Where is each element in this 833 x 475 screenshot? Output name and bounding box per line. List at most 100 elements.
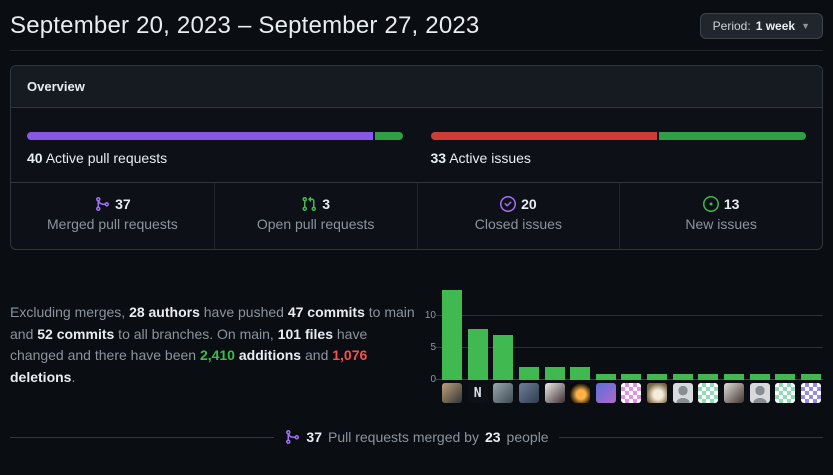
pull-requests-progress-bar — [27, 132, 403, 140]
pulse-page: September 20, 2023 – September 27, 2023 … — [10, 0, 824, 445]
issue-opened-icon — [702, 196, 719, 212]
open-pull-requests-label: Open pull requests — [256, 216, 375, 232]
commits-bar — [800, 373, 821, 380]
page-header: September 20, 2023 – September 27, 2023 … — [10, 12, 823, 51]
author-avatar[interactable] — [724, 383, 745, 403]
summary-segment: additions — [238, 347, 302, 363]
divider-line-left — [10, 436, 275, 438]
git-pull-request-icon — [302, 196, 317, 212]
commits-bar — [518, 367, 539, 380]
main-row: Excluding merges, 28 authors have pushed… — [10, 280, 823, 403]
y-axis-tick-label: 10 — [424, 309, 436, 321]
stats-row: 37 Merged pull requests 3 Open pull requ… — [11, 182, 822, 249]
issue-closed-icon — [500, 196, 517, 212]
closed-issues-segment — [430, 132, 657, 140]
activity-summary: Excluding merges, 28 authors have pushed… — [10, 280, 416, 403]
merged-by-text: Pull requests merged by — [328, 429, 479, 445]
merged-pull-requests-stat[interactable]: 37 Merged pull requests — [11, 183, 214, 249]
author-avatar[interactable] — [570, 383, 591, 403]
y-axis-tick-label: 0 — [430, 374, 436, 385]
pull-requests-progress-col: 40 Active pull requests — [27, 132, 403, 166]
commits-bar — [595, 373, 616, 380]
open-pull-requests-count: 3 — [322, 196, 331, 212]
author-avatar[interactable] — [647, 383, 668, 403]
active-issues-label: 33 Active issues — [431, 150, 807, 166]
author-avatar[interactable] — [595, 383, 616, 403]
gridline — [436, 346, 823, 348]
author-avatar[interactable] — [672, 383, 693, 403]
chart-plot-area: N — [436, 280, 823, 403]
y-axis-tick-label: 5 — [430, 341, 436, 353]
commits-bar — [493, 335, 514, 380]
overview-heading: Overview — [27, 79, 85, 94]
date-range-title: September 20, 2023 – September 27, 2023 — [10, 12, 480, 39]
author-avatar[interactable] — [518, 383, 539, 403]
summary-segment: have changed and there have been — [10, 325, 368, 364]
commits-bar — [647, 373, 668, 380]
period-prefix-label: Period: — [712, 19, 751, 33]
chart-y-axis: 0 5 10 — [420, 280, 440, 384]
author-avatar[interactable] — [442, 383, 462, 403]
author-avatar[interactable] — [493, 383, 514, 403]
author-avatar[interactable] — [621, 383, 642, 403]
overview-panel-header: Overview — [11, 66, 822, 108]
summary-segment: deletions — [10, 368, 72, 385]
author-avatar[interactable]: N — [467, 383, 488, 403]
merged-pull-requests-value-row: 37 — [15, 196, 210, 212]
people-text: people — [506, 429, 549, 445]
active-issues-count: 33 — [430, 150, 447, 166]
overview-panel: Overview 40 Active pull requests — [10, 65, 823, 250]
new-issues-count: 13 — [723, 196, 740, 212]
period-value: 1 week — [755, 19, 796, 33]
summary-segment: to main and — [10, 304, 415, 342]
summary-segment: 52 commits — [37, 325, 115, 342]
gridline — [436, 314, 823, 316]
active-pull-requests-count: 40 — [27, 150, 43, 166]
active-pull-requests-label: 40 Active pull requests — [27, 150, 403, 166]
active-pull-requests-text: Active pull requests — [45, 150, 168, 166]
period-dropdown-button[interactable]: Period: 1 week ▼ — [699, 13, 823, 39]
author-avatar[interactable] — [544, 383, 565, 403]
summary-segment: and — [301, 347, 333, 363]
summary-segment: 1,076 — [332, 347, 368, 363]
new-issues-stat[interactable]: 13 New issues — [619, 183, 822, 249]
summary-segment: . — [71, 368, 76, 385]
open-pull-requests-stat[interactable]: 3 Open pull requests — [213, 183, 417, 249]
summary-segment: have pushed — [199, 304, 288, 320]
divider-line-right — [558, 436, 824, 438]
new-issues-label: New issues — [685, 216, 757, 232]
git-merge-icon — [286, 430, 300, 444]
summary-segment: 28 authors — [129, 304, 200, 320]
commits-bar — [467, 328, 488, 380]
commits-bar — [570, 367, 591, 380]
merged-pull-requests-count: 37 — [115, 196, 131, 212]
active-issues-text: Active issues — [449, 150, 531, 166]
closed-issues-stat[interactable]: 20 Closed issues — [416, 183, 620, 249]
merged-pr-segment — [27, 132, 373, 140]
merged-pull-requests-label: Merged pull requests — [47, 216, 178, 232]
commits-bar — [775, 373, 796, 380]
commits-bar — [544, 367, 565, 380]
new-issues-segment — [658, 132, 806, 140]
summary-segment: 2,410 — [199, 347, 235, 363]
author-avatars-row: N — [442, 383, 821, 403]
author-avatar[interactable] — [749, 383, 770, 403]
closed-issues-label: Closed issues — [474, 216, 562, 232]
summary-segment: Excluding merges, — [10, 304, 130, 320]
author-avatar[interactable] — [800, 383, 821, 403]
new-issues-value-row: 13 — [624, 196, 818, 212]
closed-issues-count: 20 — [521, 196, 537, 212]
summary-segment: 101 files — [277, 325, 333, 342]
commits-bar — [724, 373, 745, 380]
merged-pull-requests-section-header: 37 Pull requests merged by 23 people — [10, 429, 824, 445]
chevron-down-icon: ▼ — [801, 21, 810, 31]
summary-segment: 47 commits — [287, 304, 365, 320]
summary-segment: to all branches. On main, — [114, 325, 278, 342]
open-pr-segment — [374, 132, 403, 140]
author-avatar[interactable] — [698, 383, 719, 403]
closed-issues-value-row: 20 — [422, 196, 616, 212]
commits-per-author-chart: 0 5 10 N — [420, 280, 823, 403]
commits-bar — [698, 373, 719, 380]
commits-bar — [749, 373, 770, 380]
author-avatar[interactable] — [775, 383, 796, 403]
